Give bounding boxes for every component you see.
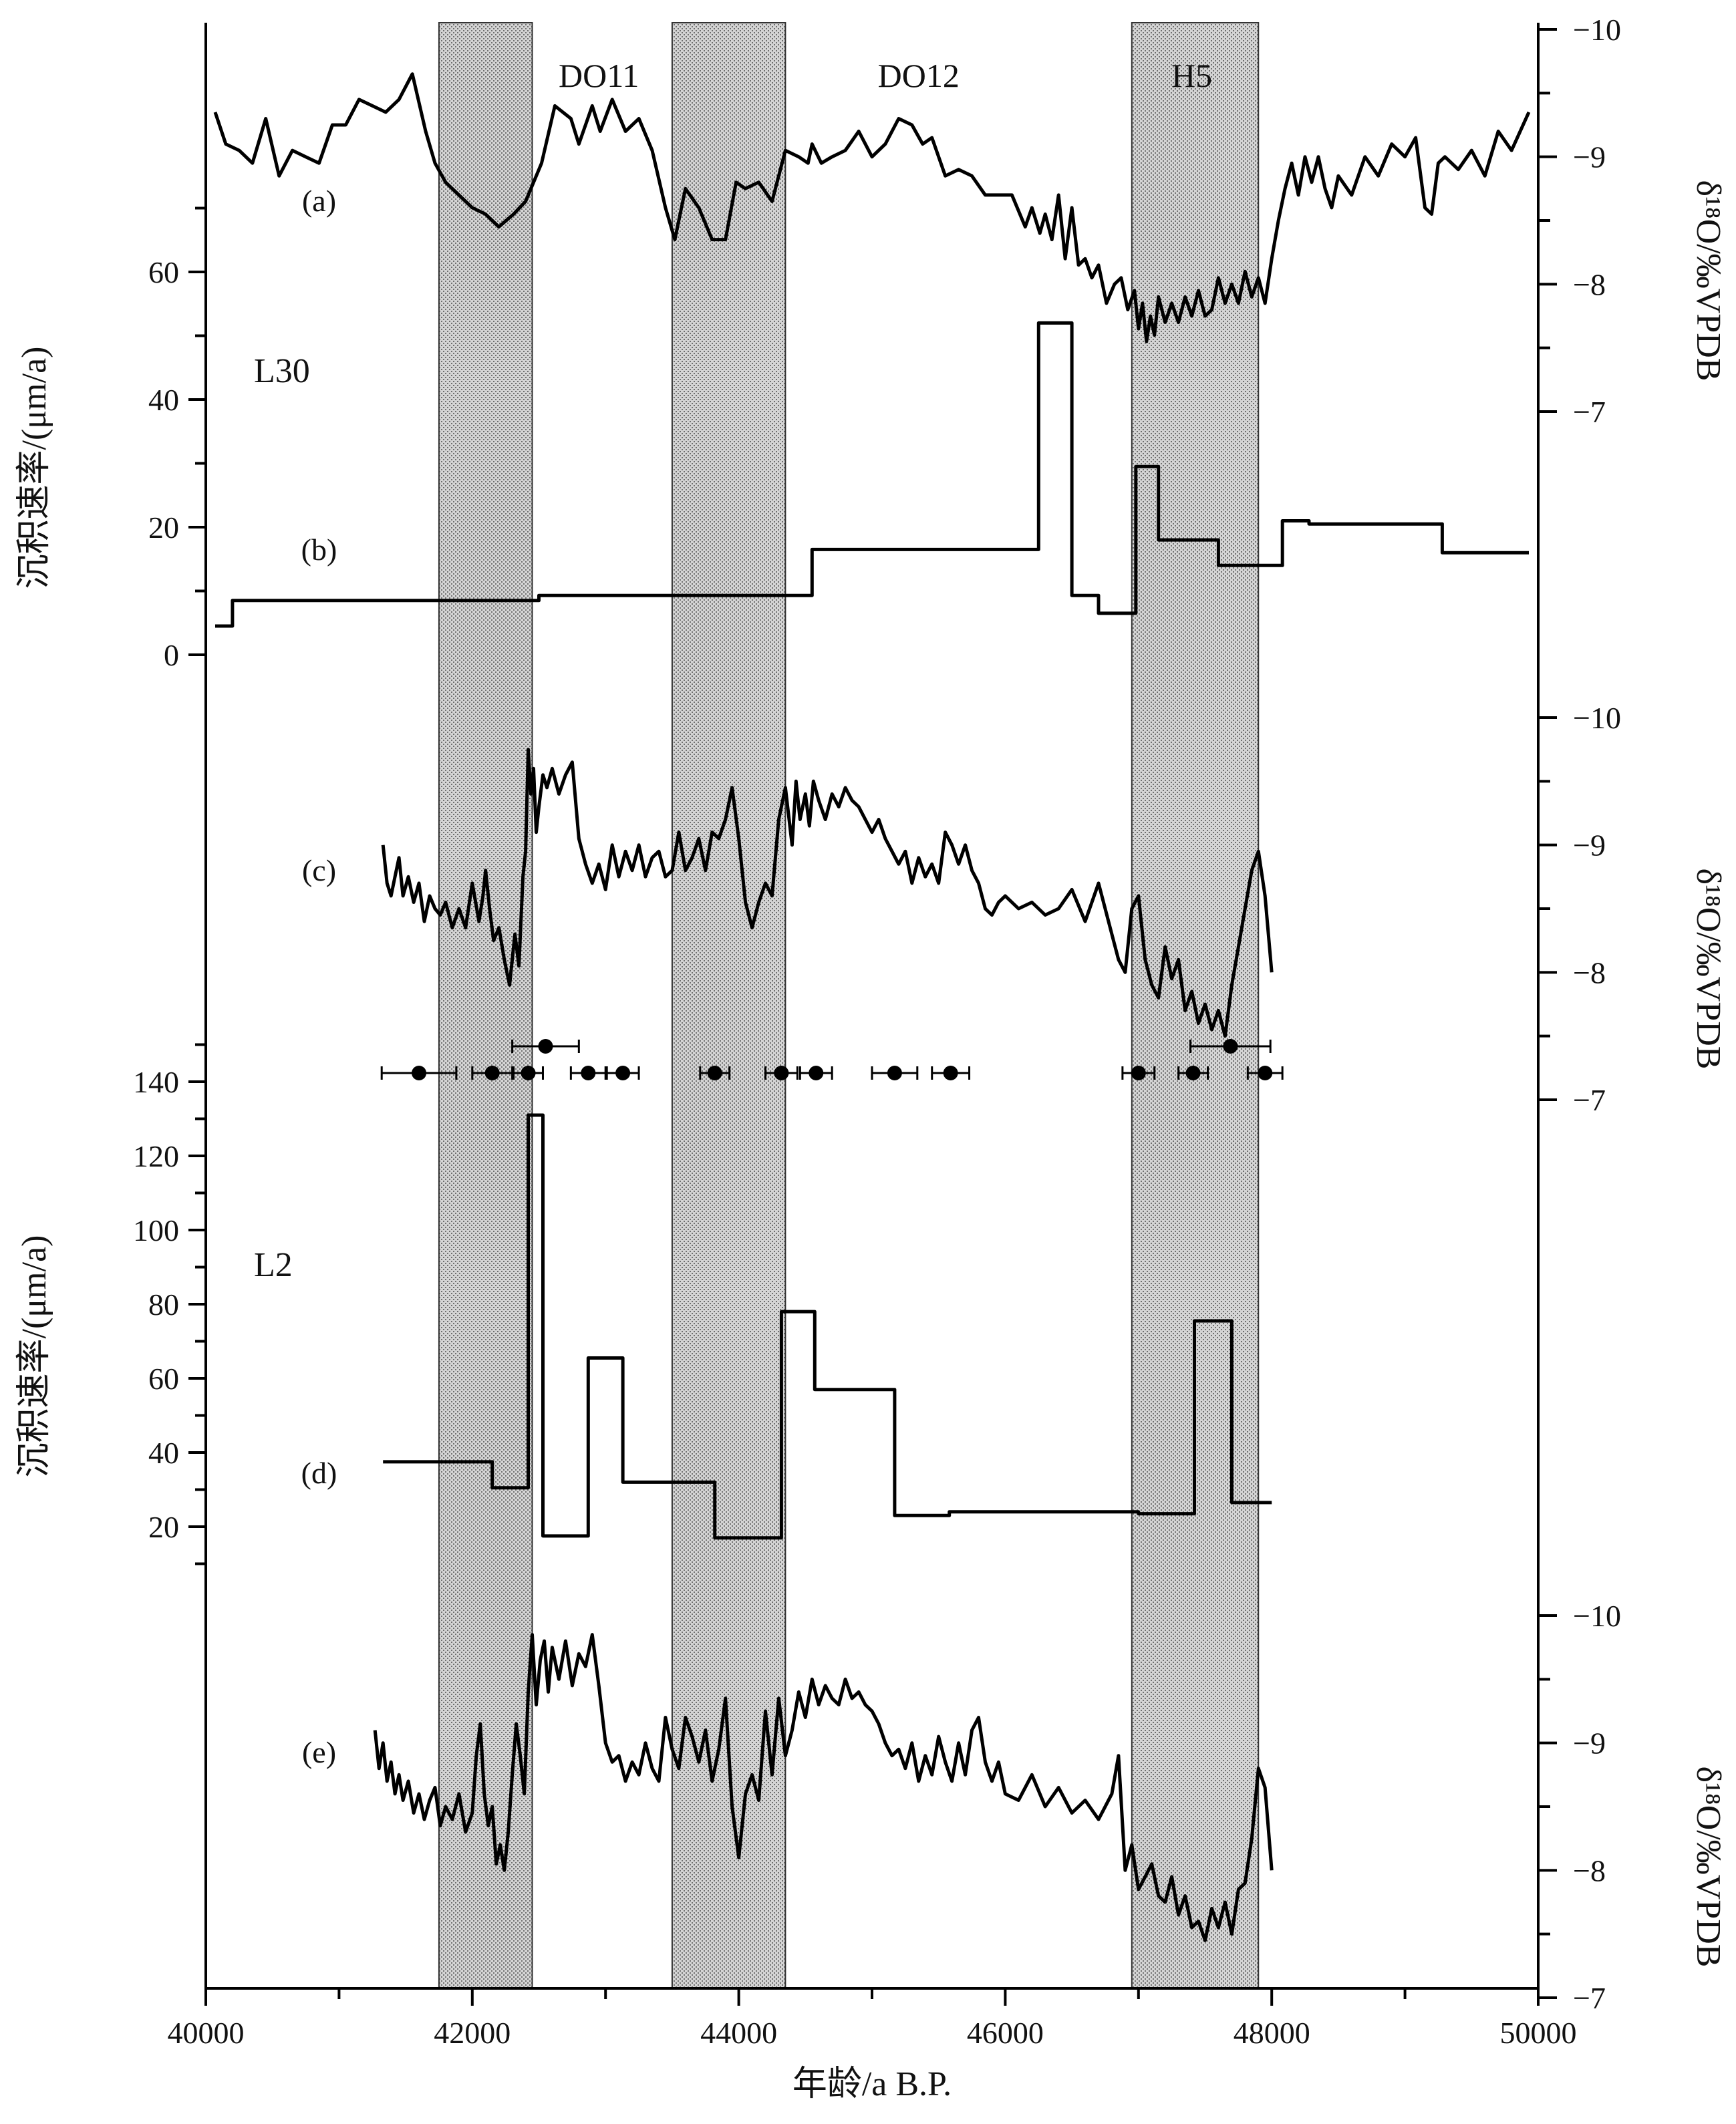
right-tick-label-c-1: −9 — [1573, 828, 1606, 863]
left-axis-title-top: 沉积速率/(μm/a) — [15, 347, 53, 589]
site-label-L30: L30 — [254, 352, 310, 390]
right-axis-title-c: δ¹⁸O/‰VPDB — [1689, 869, 1727, 1070]
right-tick-label-a-1: −9 — [1573, 140, 1606, 174]
left-bottom-tick-label-140: 140 — [133, 1065, 179, 1099]
age-point-3 — [521, 1066, 536, 1080]
age-point-6 — [615, 1066, 631, 1080]
x-tick-label-46000: 46000 — [967, 2016, 1044, 2050]
left-bottom-tick-label-120: 120 — [133, 1139, 179, 1173]
left-bottom-tick-label-60: 60 — [148, 1362, 179, 1396]
right-tick-label-a-2: −8 — [1573, 267, 1606, 301]
left-bottom-tick-label-40: 40 — [148, 1436, 179, 1470]
shaded-band-2 — [671, 22, 786, 1989]
series-layer — [213, 72, 1531, 1942]
series-line-d — [383, 1113, 1272, 1540]
series-line-e — [373, 1633, 1274, 1942]
left-bottom-tick-label-20: 20 — [148, 1510, 179, 1544]
left-axis-title-bottom: 沉积速率/(μm/a) — [15, 1235, 53, 1478]
x-tick-label-40000: 40000 — [168, 2016, 245, 2050]
right-tick-label-c-3: −7 — [1573, 1083, 1606, 1117]
age-point-8 — [774, 1066, 789, 1080]
site-label-L2: L2 — [254, 1246, 293, 1284]
axes — [188, 23, 1557, 2006]
right-axis-title-e: δ¹⁸O/‰VPDB — [1689, 1767, 1727, 1968]
series-line-c — [381, 748, 1274, 1038]
age-point-2 — [484, 1066, 500, 1080]
x-tick-label-50000: 50000 — [1500, 2016, 1577, 2050]
age-point-15 — [1258, 1066, 1273, 1080]
age-point-9 — [809, 1066, 824, 1080]
x-tick-label-48000: 48000 — [1234, 2016, 1310, 2050]
left-top-tick-label-40: 40 — [148, 383, 179, 417]
interval-label-2: DO12 — [878, 57, 960, 94]
right-tick-label-c-2: −8 — [1573, 955, 1606, 990]
x-tick-label-44000: 44000 — [700, 2016, 777, 2050]
right-tick-label-a-0: −10 — [1573, 13, 1621, 47]
age-point-7 — [707, 1066, 722, 1080]
interval-label-3: H5 — [1171, 57, 1212, 94]
left-top-tick-label-20: 20 — [148, 510, 179, 545]
panel-label-c: (c) — [302, 853, 336, 887]
right-tick-label-e-3: −7 — [1573, 1981, 1606, 2015]
right-tick-label-e-0: −10 — [1573, 1599, 1621, 1633]
left-bottom-tick-label-100: 100 — [133, 1213, 179, 1247]
labels: 40000 42000 44000 46000 48000 50000 年龄/a B.P. −… — [15, 13, 1727, 2103]
panel-label-a: (a) — [302, 184, 336, 218]
interval-label-1: DO11 — [559, 57, 639, 94]
age-control-points — [380, 1039, 1284, 1080]
left-top-tick-label-60: 60 — [148, 255, 179, 289]
age-point-13 — [1185, 1066, 1201, 1080]
age-point-4 — [538, 1039, 553, 1054]
series-line-a — [213, 72, 1531, 343]
series-line-b — [215, 321, 1529, 628]
age-point-1 — [412, 1066, 427, 1080]
right-axis-title-a: δ¹⁸O/‰VPDB — [1689, 180, 1727, 382]
right-tick-label-e-1: −9 — [1573, 1726, 1606, 1761]
panel-label-b: (b) — [301, 533, 337, 567]
age-point-12 — [1131, 1066, 1146, 1080]
shaded-band-1 — [438, 22, 533, 1989]
panel-label-e: (e) — [302, 1735, 336, 1769]
panel-label-d: (d) — [301, 1456, 337, 1490]
left-bottom-tick-label-80: 80 — [148, 1287, 179, 1322]
left-top-tick-label-0: 0 — [164, 638, 179, 672]
x-axis-title: 年龄/a B.P. — [792, 2065, 952, 2103]
right-tick-label-c-0: −10 — [1573, 701, 1621, 735]
age-point-5 — [581, 1066, 596, 1080]
age-point-10 — [887, 1066, 902, 1080]
right-tick-label-a-3: −7 — [1573, 395, 1606, 429]
age-point-14 — [1223, 1039, 1238, 1054]
age-point-11 — [943, 1066, 958, 1080]
x-tick-label-42000: 42000 — [434, 2016, 511, 2050]
right-tick-label-e-2: −8 — [1573, 1853, 1606, 1887]
